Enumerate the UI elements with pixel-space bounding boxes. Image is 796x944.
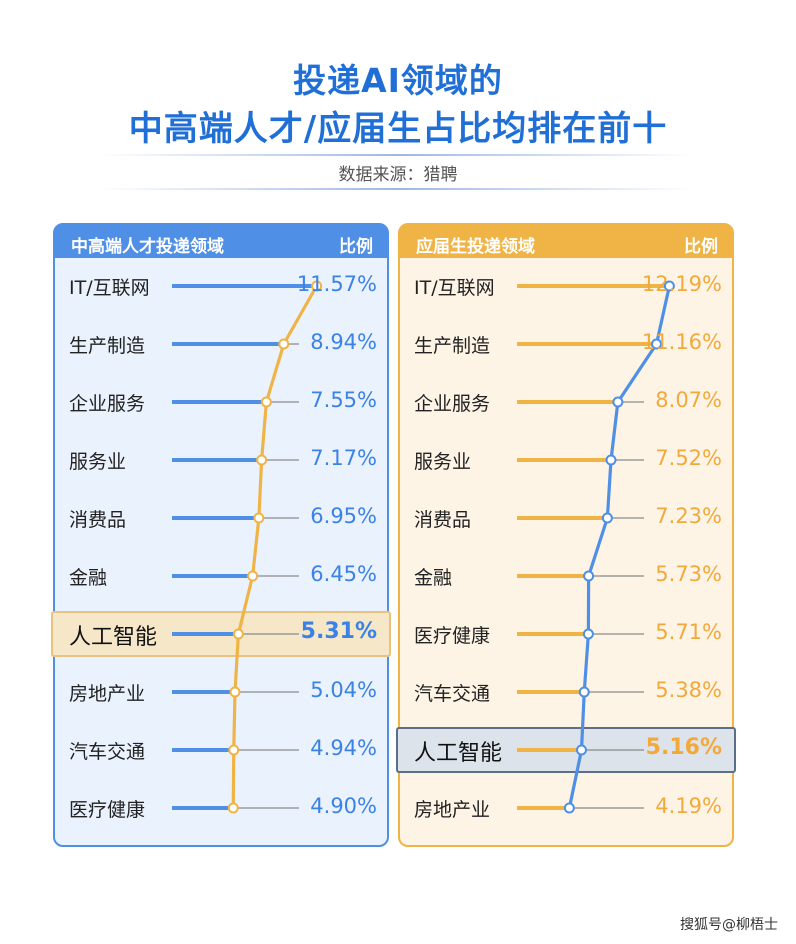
list-item: 人工智能 5.16% <box>400 730 732 770</box>
panel-graduates: 应届生投递领域 比例 IT/互联网 12.19% 生产制造 11.16% 企业服务 8.0… <box>396 223 736 847</box>
value-label: 6.95% <box>310 504 377 528</box>
category-label: 汽车交通 <box>414 683 491 705</box>
panel-senior-talent: 中高端人才投递领域 比例 IT/互联网 11.57% 生产制造 8.94% 企业服务 7.… <box>51 223 391 847</box>
data-point <box>612 396 624 408</box>
list-item: IT/互联网 12.19% <box>400 266 732 306</box>
header-category-label: 应届生投递领域 <box>416 237 535 257</box>
data-point <box>605 454 617 466</box>
chart-title-line1: 投递AI领域的 <box>293 61 503 100</box>
data-point <box>663 280 675 292</box>
category-label: 服务业 <box>69 451 127 473</box>
data-point <box>229 686 241 698</box>
category-label: 医疗健康 <box>414 625 491 647</box>
list-item: 生产制造 11.16% <box>400 324 732 364</box>
value-label: 5.16% <box>645 735 722 760</box>
list-item: 医疗健康 5.71% <box>400 614 732 654</box>
list-item: 汽车交通 5.38% <box>400 672 732 712</box>
list-item: 生产制造 8.94% <box>55 324 387 364</box>
value-label: 7.23% <box>655 504 722 528</box>
category-label: 金融 <box>414 567 453 589</box>
category-label: 消费品 <box>414 509 472 531</box>
data-point <box>256 454 268 466</box>
value-label: 11.57% <box>296 272 377 296</box>
chart-lines-left <box>172 280 323 814</box>
value-label: 7.17% <box>310 446 377 470</box>
data-point <box>260 396 272 408</box>
panel-header: 中高端人才投递领域 比例 <box>55 225 387 258</box>
value-label: 7.52% <box>655 446 722 470</box>
list-item: 金融 6.45% <box>55 556 387 596</box>
category-label: 企业服务 <box>69 393 146 415</box>
data-point <box>247 570 259 582</box>
data-point <box>253 512 265 524</box>
category-label: 企业服务 <box>414 393 491 415</box>
data-point <box>651 338 662 350</box>
data-point <box>576 744 587 756</box>
data-point <box>278 338 290 350</box>
category-label: 人工智能 <box>414 741 503 766</box>
value-label: 5.04% <box>310 678 377 702</box>
trend-line <box>231 285 319 809</box>
list-item: 金融 5.73% <box>400 556 732 596</box>
value-label: 8.07% <box>655 388 722 412</box>
value-label: 6.45% <box>310 562 377 586</box>
chart-lines-right <box>517 280 675 814</box>
category-label: 生产制造 <box>414 335 491 357</box>
list-item: 企业服务 7.55% <box>55 382 387 422</box>
category-label: 人工智能 <box>69 625 158 650</box>
trend-line <box>567 285 671 809</box>
category-label: 房地产业 <box>69 683 146 705</box>
header-category-label: 中高端人才投递领域 <box>71 237 224 257</box>
value-label: 4.90% <box>310 794 377 818</box>
panel-header: 应届生投递领域 比例 <box>400 225 732 258</box>
value-label: 12.19% <box>641 272 722 296</box>
list-item: 人工智能 5.31% <box>55 614 387 654</box>
chart-title-line2: 中高端人才/应届生占比均排在前十 <box>128 109 668 149</box>
title-divider-bottom <box>100 188 696 190</box>
value-label: 5.73% <box>655 562 722 586</box>
category-label: 金融 <box>69 567 108 589</box>
data-point <box>582 628 594 640</box>
data-point <box>227 802 239 814</box>
data-point <box>578 686 590 698</box>
value-label: 5.38% <box>655 678 722 702</box>
data-source: 数据来源：猎聘 <box>338 165 458 185</box>
title-divider-top <box>100 154 696 156</box>
category-label: 汽车交通 <box>69 741 146 763</box>
data-point <box>583 570 595 582</box>
value-label: 7.55% <box>310 388 377 412</box>
data-point <box>232 628 244 640</box>
category-label: IT/互联网 <box>414 277 495 299</box>
list-item: 医疗健康 4.90% <box>55 788 387 828</box>
value-label: 5.71% <box>655 620 722 644</box>
category-label: 房地产业 <box>414 799 491 821</box>
category-label: 医疗健康 <box>69 799 146 821</box>
category-label: IT/互联网 <box>69 277 150 299</box>
value-label: 4.19% <box>655 794 722 818</box>
list-item: 消费品 6.95% <box>55 498 387 538</box>
data-point <box>601 512 613 524</box>
data-point <box>311 280 323 292</box>
value-label: 4.94% <box>310 736 377 760</box>
header-ratio-label: 比例 <box>684 237 718 257</box>
data-point <box>563 802 575 814</box>
watermark: 搜狐号@柳梧士 <box>680 917 778 933</box>
list-item: 房地产业 4.19% <box>400 788 732 828</box>
data-point <box>228 744 240 756</box>
category-label: 服务业 <box>414 451 472 473</box>
category-label: 生产制造 <box>69 335 146 357</box>
value-label: 8.94% <box>310 330 377 354</box>
value-label: 11.16% <box>641 330 722 354</box>
list-item: 房地产业 5.04% <box>55 672 387 712</box>
list-item: 消费品 7.23% <box>400 498 732 538</box>
list-item: 企业服务 8.07% <box>400 382 732 422</box>
list-item: 汽车交通 4.94% <box>55 730 387 770</box>
list-item: 服务业 7.52% <box>400 440 732 480</box>
value-label: 5.31% <box>300 619 377 644</box>
header-ratio-label: 比例 <box>339 237 373 257</box>
list-item: 服务业 7.17% <box>55 440 387 480</box>
category-label: 消费品 <box>69 509 127 531</box>
list-item: IT/互联网 11.57% <box>55 266 387 306</box>
